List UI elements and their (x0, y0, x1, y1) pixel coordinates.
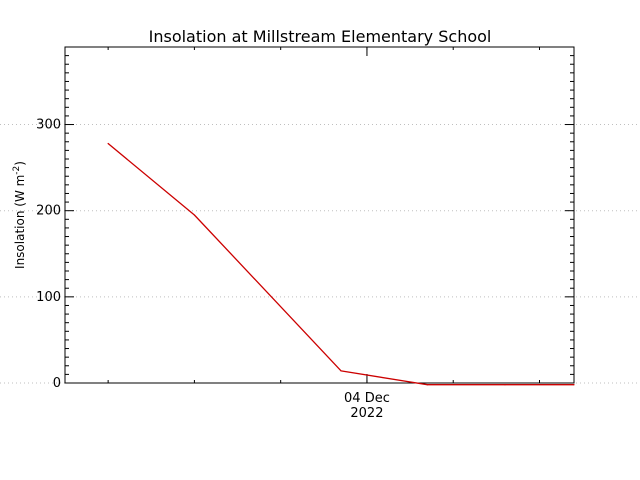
y-axis-label: Insolation (W m-2) (12, 161, 27, 269)
data-point (340, 370, 342, 372)
y-tick-label: 100 (36, 290, 61, 305)
y-tick-label: 0 (53, 376, 61, 391)
y-axis-label-close: ) (13, 161, 27, 166)
y-tick-labels: 0 100 200 300 (36, 118, 61, 391)
plot-frame (64, 46, 575, 384)
data-point (107, 142, 109, 145)
data-point (573, 384, 575, 386)
x-tick-label-year: 2022 (350, 406, 383, 421)
y-axis-label-superscript: -2 (12, 166, 22, 175)
data-point (193, 214, 196, 216)
x-tick-label-date: 04 Dec (344, 391, 390, 406)
data-point (426, 384, 428, 386)
insolation-series-line (107, 142, 574, 386)
y-axis-label-main: Insolation (W m (13, 175, 27, 269)
grid-lines (0, 124, 640, 384)
axis-ticks (65, 47, 574, 384)
chart-title: Insolation at Millstream Elementary Scho… (149, 27, 492, 46)
y-tick-label: 300 (36, 118, 61, 133)
series-layer (107, 142, 575, 386)
data-point (504, 384, 506, 386)
y-tick-label: 200 (36, 204, 61, 219)
